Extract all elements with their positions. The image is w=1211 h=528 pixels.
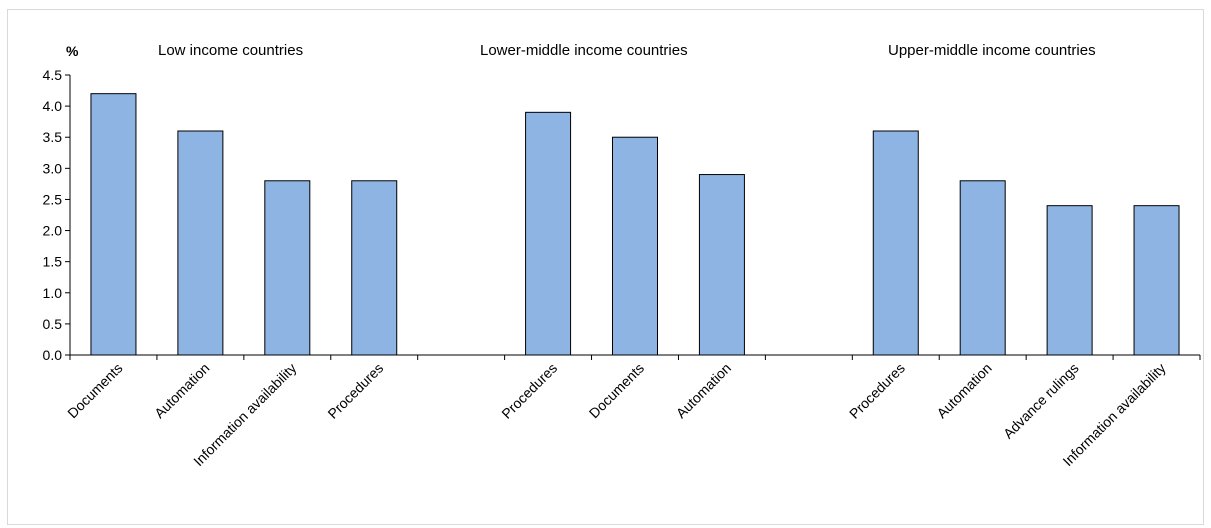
group-title: Low income countries xyxy=(158,42,303,59)
x-category-label: Procedures xyxy=(846,360,908,422)
x-category-label: Documents xyxy=(586,360,647,421)
bar xyxy=(872,130,919,356)
bar xyxy=(1046,205,1093,356)
bar xyxy=(90,93,137,356)
y-tick-label: 1.0 xyxy=(43,285,63,301)
bar xyxy=(351,180,398,356)
y-tick-label: 4.0 xyxy=(43,98,63,114)
group-title: Lower-middle income countries xyxy=(480,42,688,59)
y-tick-label: 3.0 xyxy=(43,160,63,176)
y-tick-label: 0.0 xyxy=(43,347,63,363)
bar xyxy=(525,111,572,356)
y-tick-label: 2.0 xyxy=(43,223,63,239)
x-category-label: Procedures xyxy=(324,360,386,422)
y-tick-label: 3.5 xyxy=(43,129,63,145)
group-title: Upper-middle income countries xyxy=(888,42,1096,59)
y-tick-label: 1.5 xyxy=(43,254,63,270)
chart-bars xyxy=(90,93,1180,356)
x-category-label: Procedures xyxy=(498,360,560,422)
bar xyxy=(612,136,658,356)
bar xyxy=(959,180,1006,356)
bar xyxy=(698,174,745,356)
bar xyxy=(177,130,224,356)
bar xyxy=(1133,205,1180,356)
y-tick-label: 4.5 xyxy=(43,67,63,83)
bar xyxy=(264,180,311,356)
x-category-label: Automation xyxy=(151,360,212,421)
x-category-label: Documents xyxy=(64,360,125,421)
x-category-label: Automation xyxy=(673,360,734,421)
y-tick-label: 2.5 xyxy=(43,191,63,207)
x-category-label: Advance rulings xyxy=(1000,360,1082,442)
y-axis-unit-label: % xyxy=(66,43,79,59)
x-category-label: Automation xyxy=(933,360,994,421)
y-tick-label: 0.5 xyxy=(43,316,63,332)
